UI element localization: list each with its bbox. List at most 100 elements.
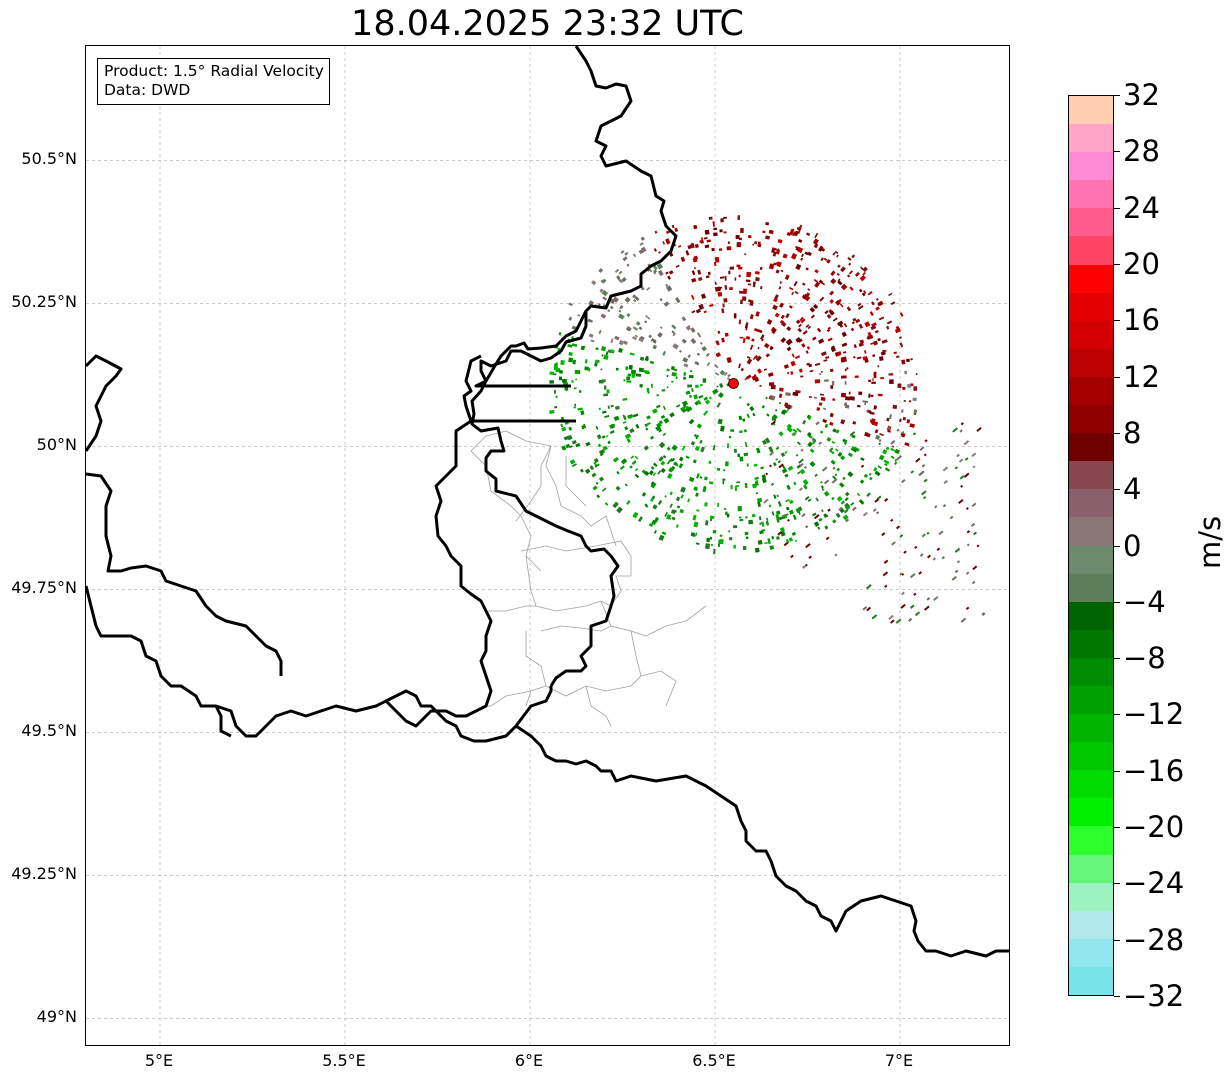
radar-echo bbox=[913, 409, 918, 414]
radar-echo bbox=[707, 271, 711, 275]
radar-echo bbox=[649, 360, 655, 365]
radar-echo bbox=[652, 472, 657, 477]
radar-echo bbox=[807, 498, 812, 502]
colorbar-tick bbox=[1114, 770, 1120, 772]
radar-echo bbox=[678, 456, 684, 462]
radar-echo bbox=[702, 378, 707, 383]
radar-echo bbox=[757, 241, 761, 247]
radar-echo bbox=[923, 478, 928, 483]
radar-echo bbox=[829, 310, 835, 316]
radar-echo bbox=[812, 336, 817, 341]
radar-echo bbox=[892, 404, 898, 410]
radar-echo bbox=[852, 317, 857, 322]
radar-echo bbox=[807, 288, 811, 291]
radar-echo bbox=[769, 395, 776, 401]
radar-echo bbox=[573, 406, 577, 409]
radar-echo bbox=[954, 466, 958, 470]
radar-echo bbox=[953, 575, 957, 580]
radar-echo bbox=[832, 317, 838, 322]
radar-echo bbox=[706, 239, 712, 243]
radar-echo bbox=[682, 357, 689, 363]
radar-echo bbox=[571, 439, 577, 445]
radar-echo bbox=[632, 253, 637, 258]
radar-echo bbox=[626, 438, 631, 443]
radar-echo bbox=[700, 293, 707, 299]
radar-echo bbox=[674, 227, 679, 233]
radar-echo bbox=[761, 521, 765, 527]
radar-echo bbox=[840, 419, 846, 425]
radar-echo bbox=[653, 248, 657, 252]
radar-echo bbox=[704, 244, 710, 249]
radar-echo bbox=[605, 435, 609, 438]
radar-echo bbox=[769, 464, 772, 468]
radar-echo bbox=[842, 476, 846, 481]
radar-echo bbox=[593, 461, 598, 467]
radar-echo bbox=[862, 355, 868, 361]
colorbar-segment bbox=[1069, 601, 1113, 630]
radar-site-marker[interactable] bbox=[728, 378, 739, 389]
radar-echo bbox=[662, 350, 667, 356]
colorbar-tick-label: 12 bbox=[1123, 359, 1160, 394]
radar-echo bbox=[601, 435, 606, 439]
radar-echo bbox=[652, 504, 658, 510]
radar-echo bbox=[592, 485, 598, 491]
radar-echo bbox=[876, 495, 882, 500]
radar-echo bbox=[800, 257, 804, 261]
radar-echo bbox=[850, 446, 855, 451]
radar-echo bbox=[696, 509, 700, 512]
radar-site-dot[interactable] bbox=[728, 378, 739, 389]
radar-echo bbox=[821, 370, 823, 373]
radar-echo bbox=[681, 445, 686, 451]
radar-echo bbox=[798, 239, 803, 243]
radar-echo bbox=[617, 277, 623, 284]
radar-echo bbox=[799, 316, 804, 322]
radar-echo bbox=[798, 458, 804, 464]
radar-echo bbox=[696, 423, 702, 429]
radar-echo bbox=[696, 352, 701, 356]
radar-echo bbox=[658, 456, 664, 462]
radar-echo bbox=[671, 457, 676, 462]
radar-echo bbox=[770, 482, 775, 486]
radar-echo bbox=[765, 222, 770, 226]
radar-echo bbox=[900, 344, 904, 348]
radar-echo bbox=[851, 321, 855, 325]
radar-echo bbox=[784, 450, 788, 454]
radar-echo bbox=[824, 525, 829, 530]
radar-echo bbox=[666, 386, 669, 388]
radar-echo bbox=[825, 514, 829, 518]
colorbar-segment bbox=[1069, 714, 1113, 743]
radar-echo bbox=[836, 467, 841, 472]
colorbar-segment bbox=[1069, 573, 1113, 602]
velocity-colorbar bbox=[1068, 95, 1114, 996]
radar-echo bbox=[700, 446, 705, 453]
radar-echo bbox=[625, 326, 632, 332]
radar-echo bbox=[798, 323, 802, 328]
radar-echo bbox=[795, 319, 801, 325]
radar-echo bbox=[802, 420, 807, 425]
radar-echo bbox=[832, 428, 837, 433]
radar-echo bbox=[796, 428, 802, 433]
radar-echo bbox=[859, 479, 865, 484]
country-borders bbox=[86, 46, 1009, 958]
map-panel[interactable] bbox=[85, 45, 1010, 1046]
radar-echo bbox=[659, 298, 663, 302]
radar-echo bbox=[853, 344, 857, 349]
radar-echo bbox=[938, 530, 944, 536]
radar-echo bbox=[695, 308, 701, 314]
radar-echo bbox=[713, 261, 717, 267]
radar-echo bbox=[797, 247, 804, 254]
radar-echo bbox=[794, 355, 801, 360]
radar-echo bbox=[754, 241, 758, 245]
radar-echo bbox=[740, 367, 744, 372]
radar-echo bbox=[595, 359, 600, 363]
radar-echo bbox=[691, 277, 697, 283]
radar-echo bbox=[555, 395, 558, 398]
radar-echo bbox=[826, 437, 832, 442]
radar-echo bbox=[801, 282, 806, 286]
colorbar-segment bbox=[1069, 798, 1113, 827]
radar-echo bbox=[620, 458, 628, 465]
radar-echo bbox=[755, 355, 762, 362]
radar-echo bbox=[857, 302, 862, 307]
radar-echo bbox=[738, 415, 743, 421]
radar-echo bbox=[687, 354, 692, 359]
